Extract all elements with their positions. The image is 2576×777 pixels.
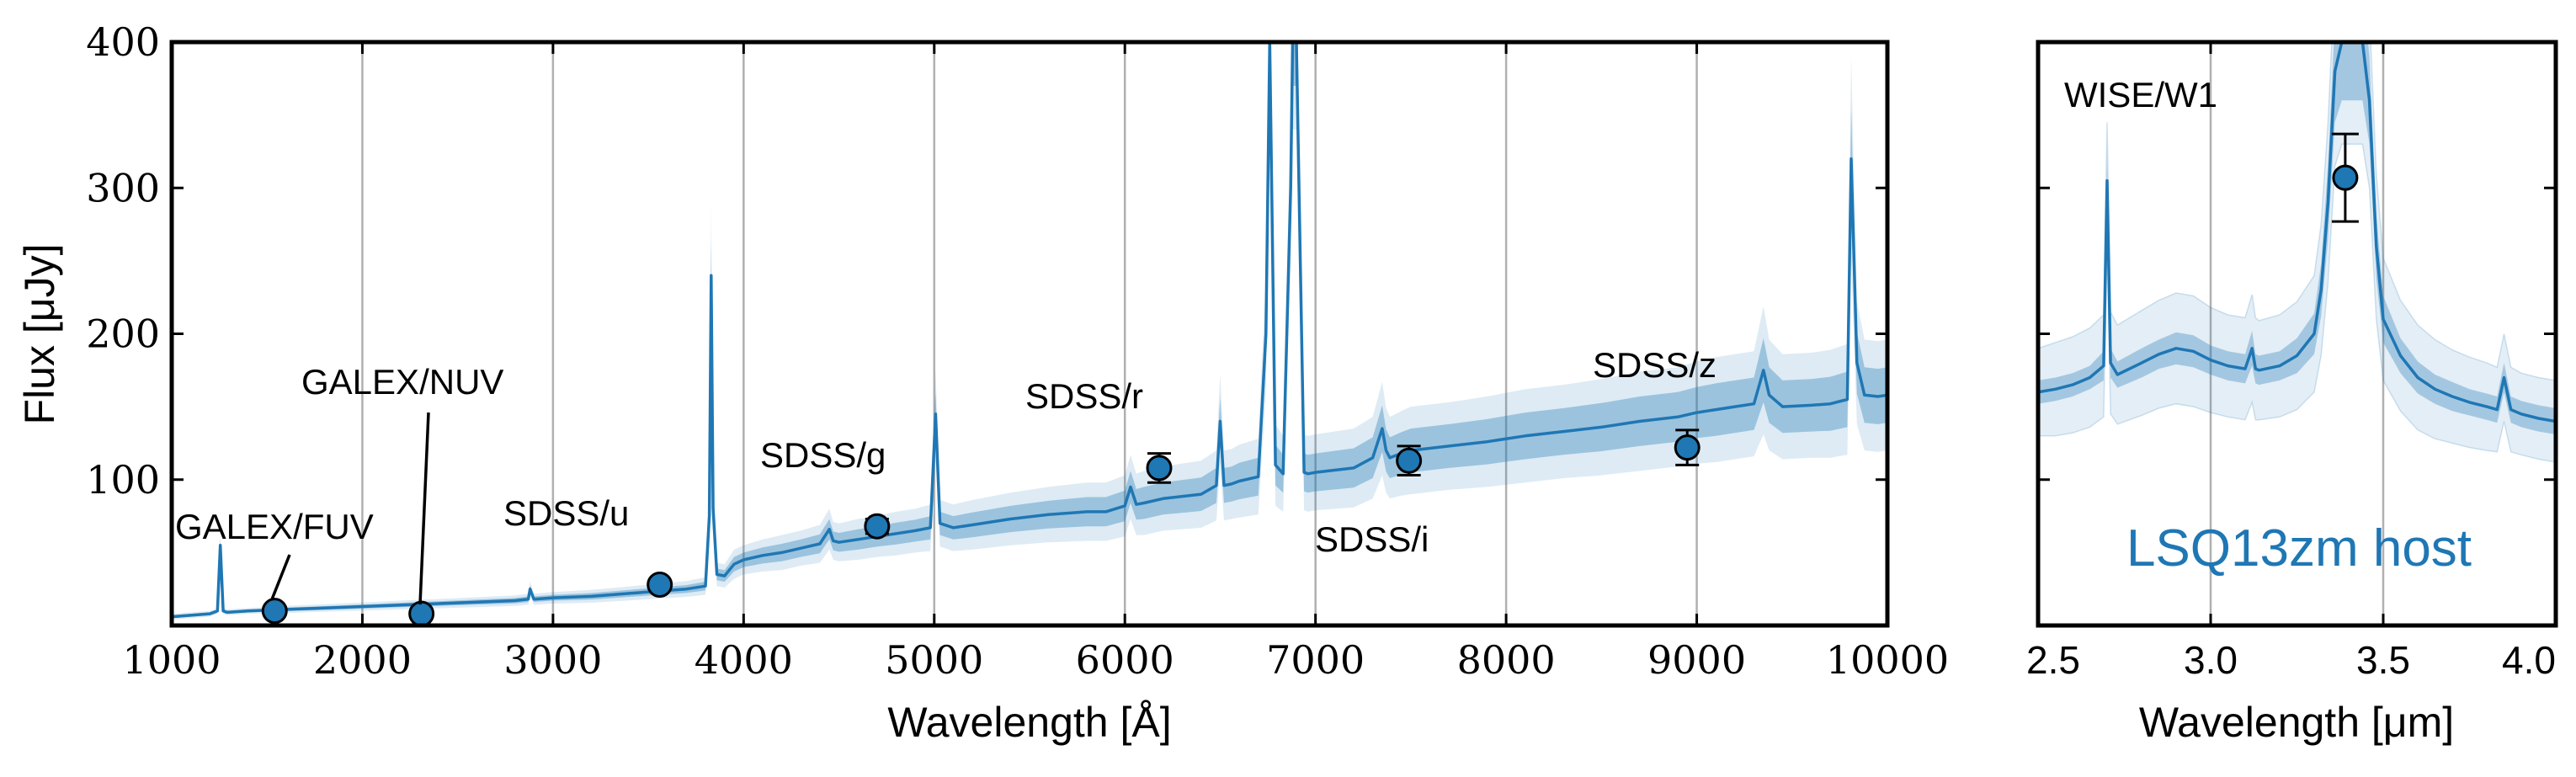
x-tick-label: 1000	[122, 637, 221, 683]
x-tick-label: 5000	[885, 637, 983, 683]
arrow-galex-nuv	[418, 412, 430, 605]
photometry-marker	[1146, 455, 1173, 482]
x-tick-label: 9000	[1647, 637, 1746, 683]
photometry-marker	[1396, 447, 1423, 474]
panel2-grid	[2209, 42, 2385, 625]
photometry-marker	[647, 571, 673, 598]
photometry-point	[1674, 428, 1700, 466]
main-spectrum-panel: 1000 2000 3000 4000 5000 6000 7000 8000 9000 1000…	[16, 19, 1949, 746]
x-tick-label: 6000	[1076, 637, 1174, 683]
label-sdss-u: SDSS/u	[503, 493, 629, 533]
photometry-marker	[261, 598, 288, 625]
x-tick-label: 2000	[313, 637, 412, 683]
arrow-galex-fuv	[270, 554, 291, 600]
label-sdss-g: SDSS/g	[760, 435, 886, 475]
photometry-point	[2331, 132, 2359, 223]
x-tick-label: 4000	[695, 637, 793, 683]
panel1-outer-band	[172, 42, 1887, 620]
photometry-marker	[2332, 164, 2359, 191]
panel1-tick-labels: 1000 2000 3000 4000 5000 6000 7000 8000 9000 1000…	[86, 19, 1949, 683]
label-galex-fuv: GALEX/FUV	[175, 507, 374, 546]
y-tick-label: 200	[86, 311, 160, 357]
photometry-point	[1396, 444, 1423, 477]
x-tick-label: 3000	[503, 637, 602, 683]
panel1-uncertainty-bands	[172, 42, 1887, 620]
panel2-inner-band	[2038, 42, 2556, 434]
photometry-marker	[864, 513, 891, 540]
panel1-photometry-points	[261, 428, 1700, 625]
y-tick-label: 100	[86, 457, 160, 503]
label-sdss-r: SDSS/r	[1025, 376, 1143, 416]
x-tick-label: 3.5	[2356, 638, 2410, 682]
panel2-tick-labels: 2.5 3.0 3.5 4.0	[2026, 638, 2556, 682]
y-tick-label: 400	[86, 19, 160, 65]
panel1-spectrum-line	[172, 42, 1887, 619]
panel1-xlabel: Wavelength [Å]	[887, 699, 1171, 746]
panel2-photometry-points	[2331, 132, 2359, 223]
x-tick-label: 3.0	[2184, 638, 2238, 682]
photometry-point	[864, 513, 891, 540]
label-galex-nuv: GALEX/NUV	[301, 362, 503, 402]
photometry-marker	[408, 600, 435, 625]
photometry-point	[1146, 452, 1173, 484]
photometry-point	[647, 571, 673, 598]
panel2-ticks	[2036, 40, 2557, 625]
panel2-model-spectrum	[2038, 42, 2556, 423]
ir-zoom-panel: 2.5 3.0 3.5 4.0 WISE/W1 LSQ13zm host Wavele…	[2026, 40, 2558, 746]
label-sdss-i: SDSS/i	[1315, 519, 1429, 559]
panel2-spectrum-line	[2038, 42, 2556, 423]
source-name-annotation: LSQ13zm host	[2126, 519, 2472, 577]
panel1-ylabel: Flux [μJy]	[16, 244, 63, 425]
photometry-point	[261, 598, 288, 625]
panel1-model-spectrum	[172, 42, 1887, 619]
panel2-xlabel: Wavelength [μm]	[2139, 699, 2454, 746]
panel1-inner-band	[172, 42, 1887, 619]
y-tick-label: 300	[86, 165, 160, 210]
label-wise-w1: WISE/W1	[2064, 75, 2217, 114]
x-tick-label: 7000	[1266, 637, 1365, 683]
panel1-grid	[361, 42, 1698, 625]
x-tick-label: 4.0	[2502, 638, 2556, 682]
x-tick-label: 8000	[1457, 637, 1556, 683]
panel2-outer-band	[2038, 42, 2556, 463]
panel1-band-labels: GALEX/FUV GALEX/NUV SDSS/u SDSS/g SDSS/r…	[175, 345, 1716, 605]
panel1-ticks	[170, 40, 1889, 625]
x-tick-label: 10000	[1826, 637, 1949, 683]
panel2-uncertainty-bands	[2038, 42, 2556, 463]
photometry-point	[408, 600, 435, 625]
photometry-marker	[1674, 434, 1700, 461]
label-sdss-z: SDSS/z	[1593, 345, 1716, 385]
x-tick-label: 2.5	[2026, 638, 2080, 682]
